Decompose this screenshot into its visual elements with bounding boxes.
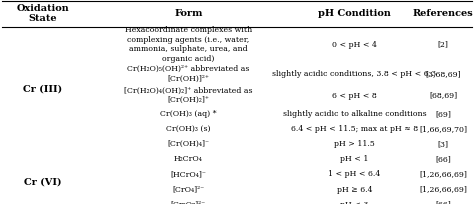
Text: Cr (VI): Cr (VI) [24, 177, 62, 186]
Text: [1,26,66,69]: [1,26,66,69] [419, 170, 467, 178]
Text: 6 < pH < 8: 6 < pH < 8 [332, 92, 377, 100]
Text: [2]: [2] [438, 41, 448, 49]
Text: [3]: [3] [438, 140, 449, 148]
Text: [Cr₂O₇]²⁻: [Cr₂O₇]²⁻ [171, 201, 206, 204]
Text: [66]: [66] [435, 155, 451, 163]
Text: pH > 11.5: pH > 11.5 [334, 140, 374, 148]
Text: [Cr(OH)₄]⁻: [Cr(OH)₄]⁻ [167, 140, 210, 148]
Text: [69]: [69] [435, 110, 451, 118]
Text: 6.4 < pH < 11.5; max at pH ≈ 8: 6.4 < pH < 11.5; max at pH ≈ 8 [291, 125, 418, 133]
Text: Oxidation
State: Oxidation State [16, 4, 69, 23]
Text: [68,69]: [68,69] [429, 92, 457, 100]
Text: [1,26,66,69]: [1,26,66,69] [419, 185, 467, 194]
Text: pH ≥ 6.4: pH ≥ 6.4 [337, 185, 372, 194]
Text: slightly acidic conditions, 3.8 < pH < 6.3: slightly acidic conditions, 3.8 < pH < 6… [272, 70, 437, 78]
Text: Cr(OH)₃ (s): Cr(OH)₃ (s) [166, 125, 210, 133]
Text: Cr (III): Cr (III) [23, 85, 62, 94]
Text: 1 < pH < 6.4: 1 < pH < 6.4 [328, 170, 381, 178]
Text: 0 < pH < 4: 0 < pH < 4 [332, 41, 377, 49]
Text: [HCrO₄]⁻: [HCrO₄]⁻ [171, 170, 206, 178]
Text: Hexacoordinate complexes with
complexing agents (i.e., water,
ammonia, sulphate,: Hexacoordinate complexes with complexing… [125, 27, 252, 63]
Text: Cr(OH)₃ (aq) *: Cr(OH)₃ (aq) * [160, 110, 217, 118]
Text: Form: Form [174, 9, 203, 18]
Text: [3,68,69]: [3,68,69] [425, 70, 461, 78]
Text: [1,66,69,70]: [1,66,69,70] [419, 125, 467, 133]
Text: slightly acidic to alkaline conditions: slightly acidic to alkaline conditions [283, 110, 426, 118]
Text: [66]: [66] [435, 201, 451, 204]
Text: [Cr(H₂O)₄(OH)₂]⁺ abbreviated as
[Cr(OH)₂]⁺: [Cr(H₂O)₄(OH)₂]⁺ abbreviated as [Cr(OH)₂… [124, 87, 253, 104]
Text: pH < 1: pH < 1 [340, 155, 368, 163]
Text: Cr(H₂O)₅(OH)²⁺ abbreviated as
[Cr(OH)]²⁺: Cr(H₂O)₅(OH)²⁺ abbreviated as [Cr(OH)]²⁺ [127, 65, 250, 82]
Text: H₂CrO₄: H₂CrO₄ [174, 155, 203, 163]
Text: pH Condition: pH Condition [318, 9, 391, 18]
Text: pH < 3: pH < 3 [340, 201, 368, 204]
Text: References: References [413, 9, 474, 18]
Text: [CrO₄]²⁻: [CrO₄]²⁻ [172, 185, 205, 194]
